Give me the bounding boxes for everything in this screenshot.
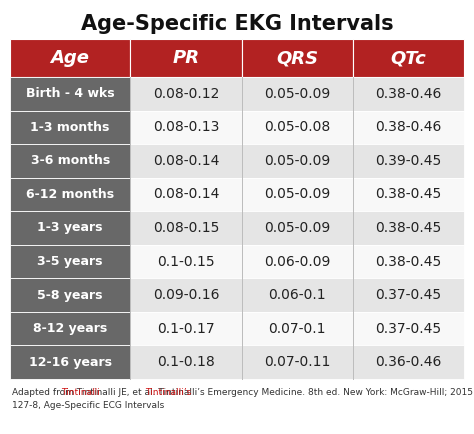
Bar <box>353 312 464 345</box>
Text: QRS: QRS <box>276 49 318 67</box>
Text: QTc: QTc <box>391 49 426 67</box>
Text: 0.08-0.12: 0.08-0.12 <box>153 87 219 101</box>
Bar <box>130 111 242 144</box>
Bar <box>353 345 464 379</box>
Bar <box>10 111 130 144</box>
Bar <box>242 211 353 245</box>
Text: 5-8 years: 5-8 years <box>37 289 103 302</box>
Text: Tintinalli: Tintinalli <box>62 388 100 397</box>
Text: 0.07-0.1: 0.07-0.1 <box>268 322 326 335</box>
Text: 127-8, Age-Specific ECG Intervals: 127-8, Age-Specific ECG Intervals <box>12 401 164 410</box>
Bar <box>10 39 130 77</box>
Bar <box>353 245 464 278</box>
Text: 0.06-0.09: 0.06-0.09 <box>264 255 330 269</box>
Text: 0.38-0.45: 0.38-0.45 <box>375 255 441 269</box>
Text: 0.36-0.46: 0.36-0.46 <box>375 355 442 369</box>
Text: Birth - 4 wks: Birth - 4 wks <box>26 87 114 100</box>
Bar <box>130 278 242 312</box>
Text: Adapted from Tintinalli JE, et al. Tintinalli’s Emergency Medicine. 8th ed. New : Adapted from Tintinalli JE, et al. Tinti… <box>12 388 474 397</box>
Text: 0.37-0.45: 0.37-0.45 <box>375 322 441 335</box>
Text: 0.08-0.15: 0.08-0.15 <box>153 221 219 235</box>
Text: 0.05-0.09: 0.05-0.09 <box>264 87 330 101</box>
Bar <box>353 144 464 178</box>
Text: 0.1-0.15: 0.1-0.15 <box>157 255 215 269</box>
Text: 0.05-0.09: 0.05-0.09 <box>264 154 330 168</box>
Text: 0.38-0.46: 0.38-0.46 <box>375 120 442 135</box>
Bar <box>242 39 353 77</box>
Text: 3-6 months: 3-6 months <box>30 155 110 168</box>
Bar <box>10 245 130 278</box>
Text: 0.08-0.13: 0.08-0.13 <box>153 120 219 135</box>
Text: 0.05-0.09: 0.05-0.09 <box>264 187 330 201</box>
Bar <box>10 211 130 245</box>
Text: 0.38-0.45: 0.38-0.45 <box>375 221 441 235</box>
Bar <box>242 345 353 379</box>
Bar <box>10 278 130 312</box>
Text: 0.08-0.14: 0.08-0.14 <box>153 187 219 201</box>
Bar <box>130 144 242 178</box>
Bar <box>353 178 464 211</box>
Text: 0.39-0.45: 0.39-0.45 <box>375 154 441 168</box>
Text: 0.38-0.45: 0.38-0.45 <box>375 187 441 201</box>
Text: 0.05-0.08: 0.05-0.08 <box>264 120 330 135</box>
Text: 0.1-0.18: 0.1-0.18 <box>157 355 215 369</box>
Text: 3-5 years: 3-5 years <box>37 255 103 268</box>
Bar <box>242 144 353 178</box>
Bar <box>10 312 130 345</box>
Text: Age: Age <box>51 49 90 67</box>
Text: 1-3 years: 1-3 years <box>37 221 103 234</box>
Bar <box>130 312 242 345</box>
Bar <box>10 178 130 211</box>
Bar <box>242 278 353 312</box>
Bar <box>353 111 464 144</box>
Text: 0.08-0.14: 0.08-0.14 <box>153 154 219 168</box>
Text: 0.05-0.09: 0.05-0.09 <box>264 221 330 235</box>
Text: 0.09-0.16: 0.09-0.16 <box>153 288 219 302</box>
Bar <box>130 211 242 245</box>
Text: 0.1-0.17: 0.1-0.17 <box>157 322 215 335</box>
Bar <box>10 345 130 379</box>
Bar <box>242 111 353 144</box>
Bar <box>130 39 242 77</box>
Bar <box>10 77 130 111</box>
Text: Age-Specific EKG Intervals: Age-Specific EKG Intervals <box>81 14 393 34</box>
Bar <box>130 245 242 278</box>
Bar <box>353 278 464 312</box>
Bar <box>353 77 464 111</box>
Bar <box>10 144 130 178</box>
Bar <box>353 211 464 245</box>
Text: 8-12 years: 8-12 years <box>33 322 107 335</box>
Bar <box>242 77 353 111</box>
Bar <box>242 312 353 345</box>
Text: 0.38-0.46: 0.38-0.46 <box>375 87 442 101</box>
Bar <box>130 178 242 211</box>
Text: PR: PR <box>173 49 200 67</box>
Bar <box>242 245 353 278</box>
Text: 12-16 years: 12-16 years <box>28 356 112 369</box>
Bar <box>353 39 464 77</box>
Bar <box>242 178 353 211</box>
Text: 1-3 months: 1-3 months <box>30 121 110 134</box>
Text: 0.37-0.45: 0.37-0.45 <box>375 288 441 302</box>
Text: 6-12 months: 6-12 months <box>26 188 114 201</box>
Bar <box>130 345 242 379</box>
Text: Tintinalli’s: Tintinalli’s <box>145 388 191 397</box>
Text: 0.07-0.11: 0.07-0.11 <box>264 355 330 369</box>
Bar <box>130 77 242 111</box>
Text: 0.06-0.1: 0.06-0.1 <box>268 288 326 302</box>
